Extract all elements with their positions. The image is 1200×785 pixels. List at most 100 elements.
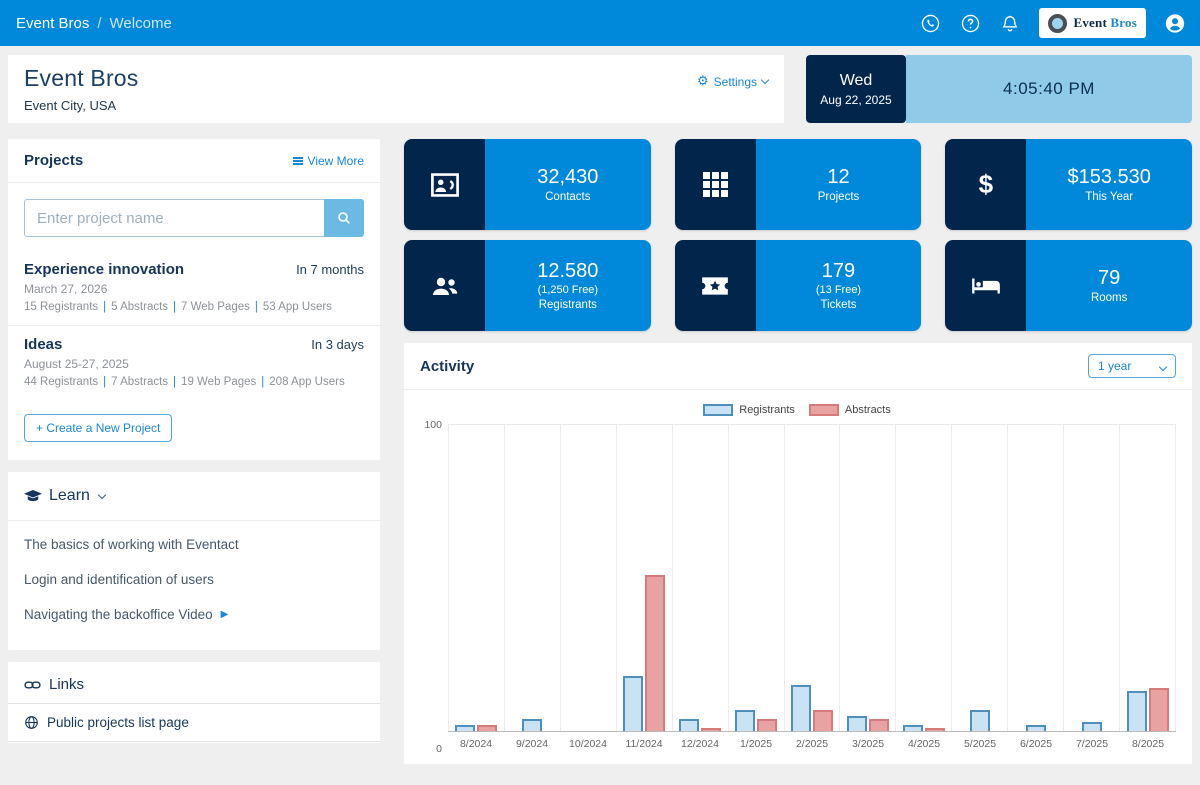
stats-separator: | <box>103 301 107 313</box>
legend-swatch <box>703 404 734 416</box>
stat-sub: (13 Free) <box>815 283 862 296</box>
chart-bar-abstracts <box>757 718 778 731</box>
y-axis-tick-0: 0 <box>436 743 442 755</box>
chart-bar-registrants <box>1025 724 1046 731</box>
chart-column <box>561 425 617 731</box>
project-stat: 7 Web Pages <box>181 301 250 313</box>
learn-header[interactable]: Learn <box>8 472 380 521</box>
learn-title: Learn <box>49 487 90 504</box>
legend-label: Abstracts <box>844 404 891 416</box>
chart-bar-registrants <box>735 709 756 731</box>
links-title: Links <box>49 676 85 693</box>
project-stat: 7 Abstracts <box>111 376 169 388</box>
breadcrumb: Event Bros / Welcome <box>16 15 172 32</box>
graduation-cap-icon <box>24 490 42 502</box>
stat-card-tickets[interactable]: 179 (13 Free) Tickets <box>674 240 922 331</box>
breadcrumb-app[interactable]: Event Bros <box>16 14 90 32</box>
stat-card-projects[interactable]: 12 Projects <box>674 139 922 230</box>
chart-column <box>505 425 561 731</box>
learn-link-label: Login and identification of users <box>24 572 214 587</box>
project-stats: 44 Registrants | 7 Abstracts | 19 Web Pages |… <box>24 376 364 388</box>
chart-bar-registrants <box>969 709 990 731</box>
whatsapp-icon[interactable] <box>919 12 941 34</box>
settings-label: Settings <box>713 75 757 89</box>
chart-bar-registrants <box>846 715 867 731</box>
stats-separator: | <box>103 376 107 388</box>
learn-link[interactable]: Login and identification of users <box>24 562 364 597</box>
stat-body: 32,430 Contacts <box>485 139 651 230</box>
event-header-card: Event Bros Event City, USA ⚙ Settings <box>8 55 784 123</box>
project-stat: 44 Registrants <box>24 376 99 388</box>
ticket-icon <box>674 240 756 331</box>
chart-legend: Registrants Abstracts <box>412 404 1182 416</box>
bed-icon <box>945 240 1027 331</box>
project-stat: 53 App Users <box>262 301 332 313</box>
x-axis-tick: 6/2025 <box>1019 738 1053 750</box>
notifications-icon[interactable] <box>999 12 1021 34</box>
page-body: Event Bros Event City, USA ⚙ Settings We… <box>0 46 1200 764</box>
view-more-button[interactable]: View More <box>292 154 364 168</box>
projects-title: Projects <box>24 152 84 169</box>
project-stat: 19 Web Pages <box>181 376 257 388</box>
play-icon: ▶ <box>220 609 229 620</box>
x-axis-tick: 1/2025 <box>739 738 773 750</box>
learn-link[interactable]: Navigating the backoffice Video ▶ <box>24 597 364 632</box>
breadcrumb-page: Welcome <box>109 14 172 32</box>
project-name[interactable]: Experience innovation <box>24 261 185 278</box>
search-input[interactable] <box>24 199 324 237</box>
search-button[interactable] <box>324 199 364 237</box>
stat-label: This Year <box>1085 190 1134 203</box>
topbar: Event Bros / Welcome Eve <box>0 0 1200 46</box>
topbar-actions: Event Bros <box>919 8 1186 38</box>
project-date: August 25-27, 2025 <box>24 357 129 371</box>
project-date: March 27, 2026 <box>24 282 108 296</box>
range-select[interactable]: 1 year <box>1088 354 1176 378</box>
x-axis-tick: 5/2025 <box>963 738 997 750</box>
y-axis-tick-100: 100 <box>424 419 442 431</box>
logo[interactable]: Event Bros <box>1039 8 1146 38</box>
create-project-button[interactable]: + Create a New Project <box>24 414 173 442</box>
stat-value: 179 <box>821 259 856 282</box>
chart-bar-registrants <box>455 724 476 731</box>
legend-item-abstracts: Abstracts <box>808 404 891 416</box>
chart-bar-abstracts <box>924 727 945 731</box>
legend-swatch <box>808 404 839 416</box>
stat-value: 79 <box>1098 266 1121 289</box>
stat-card-contacts[interactable]: 32,430 Contacts <box>404 139 651 230</box>
stat-label: Projects <box>817 190 860 203</box>
stat-card-registrants[interactable]: 12.580 (1,250 Free) Registrants <box>404 240 651 331</box>
logo-text: Event Bros <box>1073 15 1137 30</box>
chart-column <box>1120 425 1176 731</box>
project-due: In 3 days <box>311 337 364 352</box>
public-projects-link[interactable]: Public projects list page <box>8 703 380 742</box>
settings-button[interactable]: ⚙ Settings <box>696 73 770 113</box>
project-name[interactable]: Ideas <box>24 336 63 353</box>
stats-separator: | <box>261 376 265 388</box>
range-select-value: 1 year <box>1098 359 1132 373</box>
project-list: Experience innovation In 7 months March 27… <box>8 251 380 400</box>
stat-sub: (1,250 Free) <box>537 283 599 296</box>
gear-icon: ⚙ <box>696 73 709 88</box>
clock-card: Wed Aug 22, 2025 4:05:40 PM <box>806 55 1192 123</box>
activity-chart: Registrants Abstracts 100 0 8/2024 9/2024 1… <box>404 390 1192 764</box>
stat-card-this-year[interactable]: $ $153.530 This Year <box>945 139 1192 230</box>
stat-card-rooms[interactable]: 79 Rooms <box>945 240 1192 331</box>
public-projects-link-label: Public projects list page <box>47 715 189 730</box>
x-axis-labels: 8/2024 9/2024 10/2024 11/2024 12/2024 1/2025 2… <box>448 738 1176 750</box>
stat-value: $153.530 <box>1067 165 1151 188</box>
stat-value: 32,430 <box>537 165 599 188</box>
project-stat: 208 App Users <box>269 376 345 388</box>
x-axis-tick: 3/2025 <box>851 738 885 750</box>
help-icon[interactable] <box>959 12 981 34</box>
chart-bar-abstracts <box>868 718 889 731</box>
x-axis-tick: 2/2025 <box>795 738 829 750</box>
stat-body: $153.530 This Year <box>1026 139 1192 230</box>
breadcrumb-separator: / <box>97 14 102 32</box>
chart-column <box>840 425 897 731</box>
chart-column <box>1064 425 1121 731</box>
page-title: Event Bros <box>24 65 139 91</box>
x-axis-tick: 8/2024 <box>459 738 493 750</box>
logo-icon <box>1048 13 1068 33</box>
learn-link[interactable]: The basics of working with Eventact <box>24 527 364 562</box>
user-icon[interactable] <box>1164 12 1186 34</box>
